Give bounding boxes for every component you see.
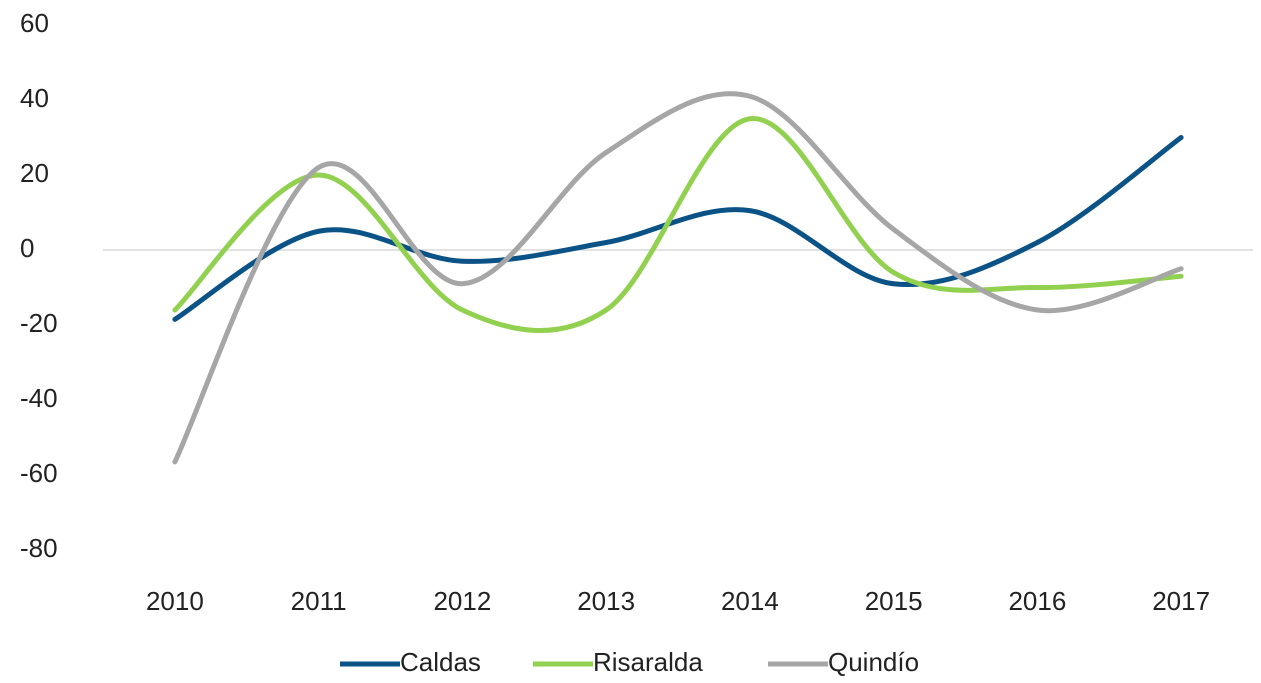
y-tick-label: 20: [20, 158, 49, 188]
y-tick-label: -40: [20, 383, 58, 413]
y-tick-label: 60: [20, 8, 49, 38]
y-tick-label: 0: [20, 233, 34, 263]
x-tick-label: 2012: [433, 586, 491, 616]
x-tick-label: 2015: [865, 586, 923, 616]
x-tick-label: 2010: [146, 586, 204, 616]
y-tick-label: -20: [20, 308, 58, 338]
x-tick-label: 2016: [1008, 586, 1066, 616]
y-tick-label: -60: [20, 458, 58, 488]
x-tick-label: 2013: [577, 586, 635, 616]
line-series: [172, 91, 1184, 465]
legend-label: Risaralda: [593, 647, 703, 677]
y-tick-label: -80: [20, 533, 58, 563]
line-series: [172, 116, 1184, 334]
legend-label: Caldas: [400, 647, 481, 677]
y-tick-label: 40: [20, 83, 49, 113]
legend-label: Quindío: [828, 647, 919, 677]
x-tick-label: 2011: [291, 586, 347, 616]
line-series: [172, 135, 1184, 322]
x-tick-label: 2014: [721, 586, 779, 616]
x-tick-label: 2017: [1152, 586, 1210, 616]
